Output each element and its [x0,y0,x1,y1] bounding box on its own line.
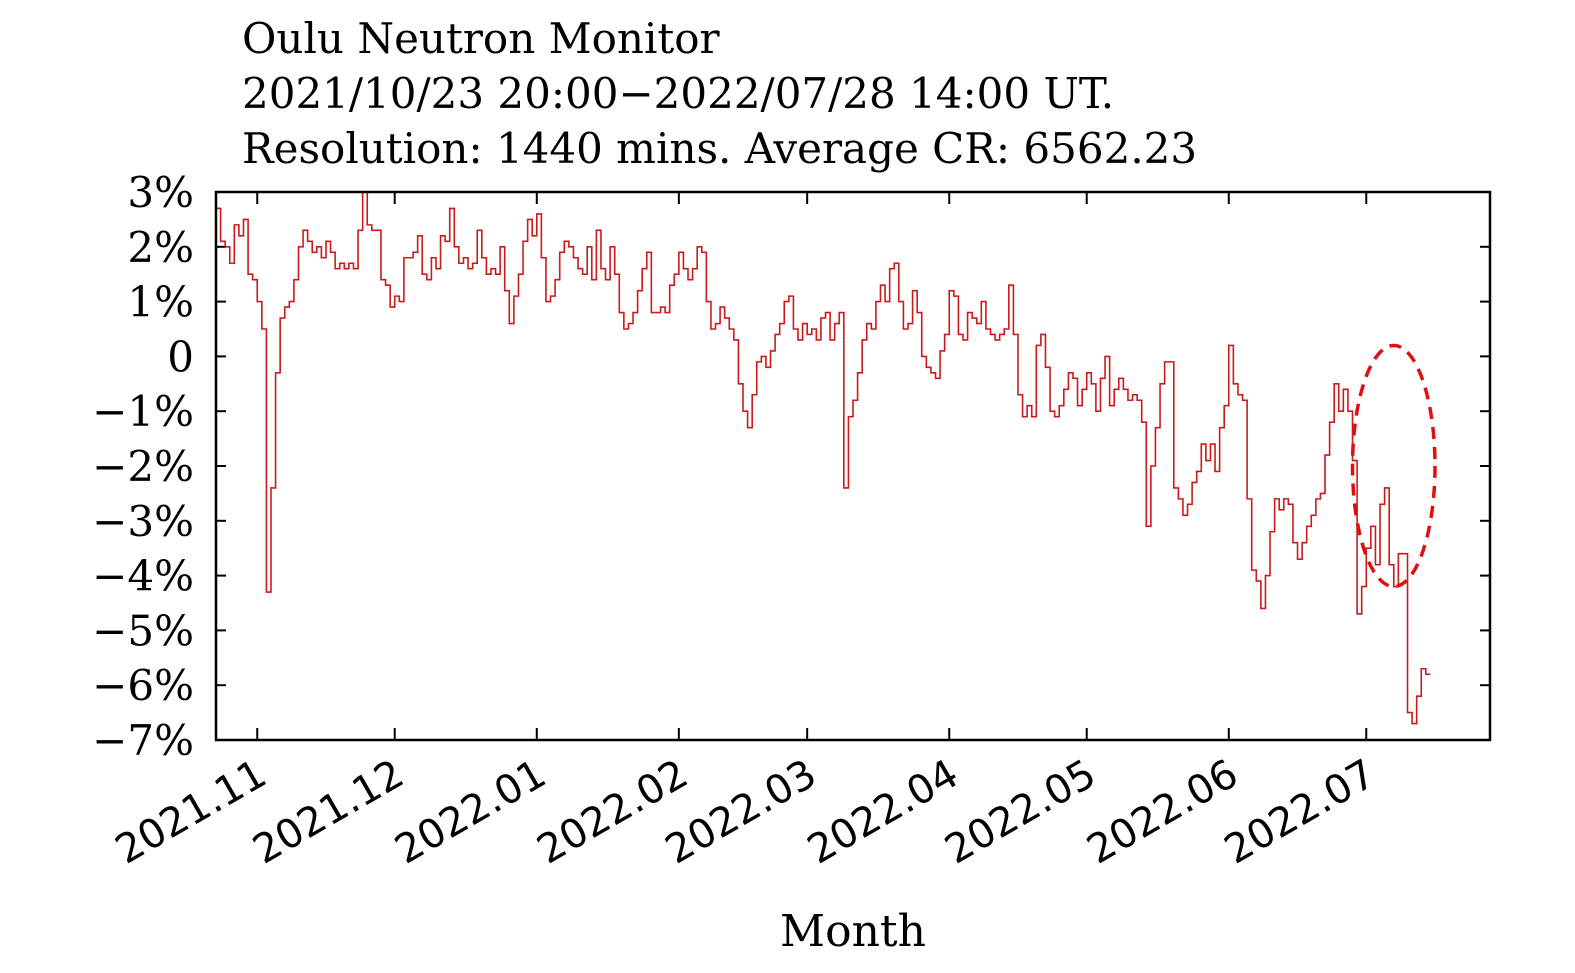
highlight-ellipse [1350,343,1437,589]
y-tick-label: −3% [92,497,194,546]
y-tick-label: 2% [127,223,194,272]
y-axis-ticks: 3% 2% 1% 0 −1% −2% −3% −4% −5% −6% −7% [92,168,1490,765]
y-tick-label: −5% [92,606,194,655]
y-tick-label: −2% [92,442,194,491]
annotation-layer [1350,343,1437,589]
y-tick-label: −4% [92,552,194,601]
x-axis-label: Month [780,906,926,957]
x-axis-ticks: 2021.112021.122022.012022.022022.032022.… [108,192,1383,873]
plot-frame [214,190,1492,742]
x-tick-label: 2022.01 [388,751,554,874]
x-tick-label: 2021.11 [108,751,274,874]
chart-title-line-2: 2021/10/23 20:00−2022/07/28 14:00 UT. [242,69,1115,118]
y-tick-label: −1% [92,387,194,436]
x-tick-label: 2022.04 [800,751,966,874]
chart-title-line-1: Oulu Neutron Monitor [242,14,720,63]
chart-title-line-3: Resolution: 1440 mins. Average CR: 6562.… [242,124,1198,173]
x-tick-label: 2022.07 [1217,751,1383,874]
series-layer [216,191,1431,725]
x-tick-label: 2022.06 [1080,751,1246,874]
series-line [216,191,1431,725]
y-tick-label: −7% [92,716,194,765]
y-tick-label: 1% [127,278,194,327]
y-tick-label: 0 [167,332,194,381]
y-tick-label: −6% [92,661,194,710]
x-tick-label: 2021.12 [245,751,411,874]
x-tick-label: 2022.05 [937,751,1103,874]
y-tick-label: 3% [127,168,194,217]
